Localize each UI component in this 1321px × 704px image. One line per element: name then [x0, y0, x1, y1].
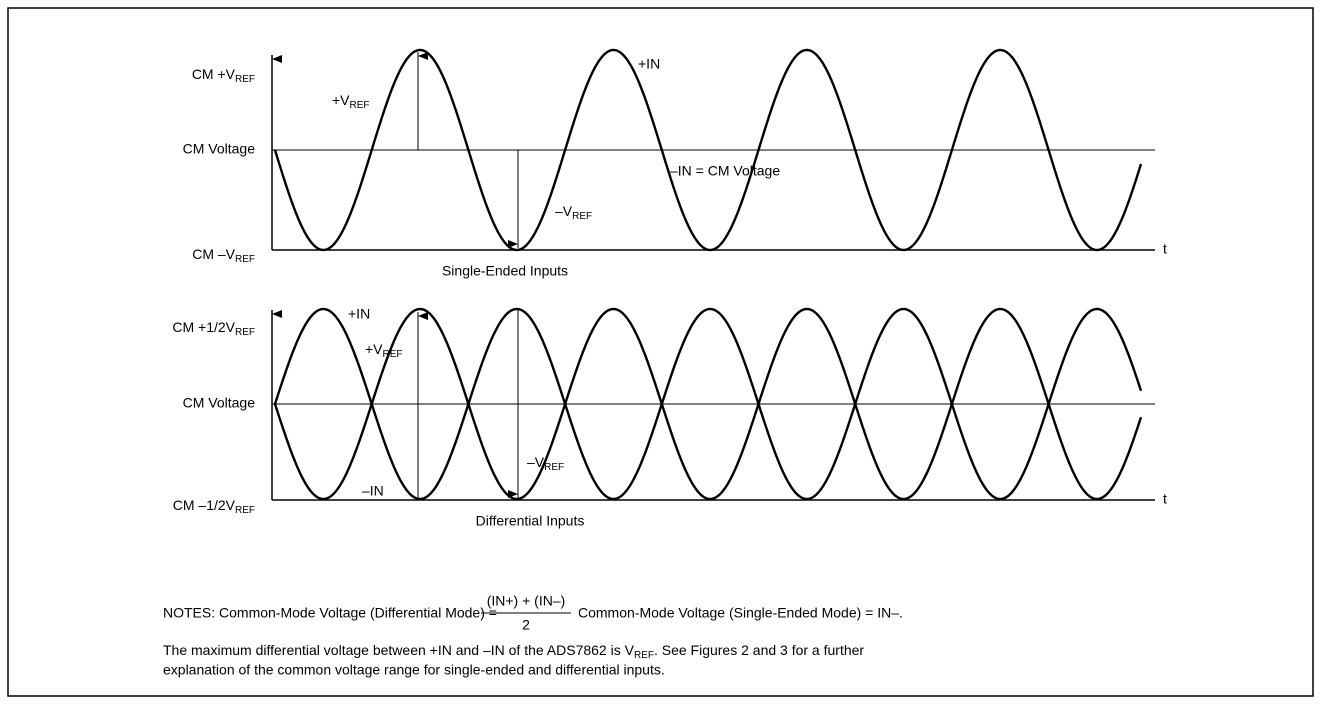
label: +IN: [348, 306, 370, 322]
label: +VREF: [332, 92, 370, 111]
y-label: CM Voltage: [183, 395, 256, 411]
denominator: 2: [522, 617, 530, 633]
note: NOTES: Common-Mode Voltage (Differential…: [163, 605, 497, 621]
label: –VREF: [555, 203, 592, 222]
single-ended-plot: [271, 48, 1155, 252]
y-label: CM –1/2VREF: [173, 497, 255, 516]
note: The maximum differential voltage between…: [163, 642, 864, 661]
waveform: [273, 307, 1143, 501]
t-label: t: [1163, 491, 1167, 507]
caption: Differential Inputs: [476, 513, 585, 529]
label: +VREF: [365, 341, 403, 360]
y-label: CM Voltage: [183, 141, 256, 157]
y-label: CM +1/2VREF: [172, 319, 255, 338]
y-label: CM +VREF: [192, 66, 255, 85]
y-label: CM –VREF: [192, 246, 255, 265]
label: –VREF: [527, 454, 564, 473]
frame: [7, 7, 1314, 697]
note: explanation of the common voltage range …: [163, 662, 665, 678]
differential-plot: [271, 307, 1155, 501]
labels: CM +VREF CM Voltage CM –VREF +VREF +IN –…: [163, 56, 1167, 678]
label: –IN = CM Voltage: [670, 163, 780, 179]
waveform: [273, 307, 1143, 501]
label: –IN: [362, 483, 384, 499]
t-label: t: [1163, 241, 1167, 257]
waveform: [273, 48, 1143, 252]
caption: Single-Ended Inputs: [442, 263, 568, 279]
label: +IN: [638, 56, 660, 72]
note: Common-Mode Voltage (Single-Ended Mode) …: [578, 605, 903, 621]
numerator: (IN+) + (IN–): [487, 593, 566, 609]
